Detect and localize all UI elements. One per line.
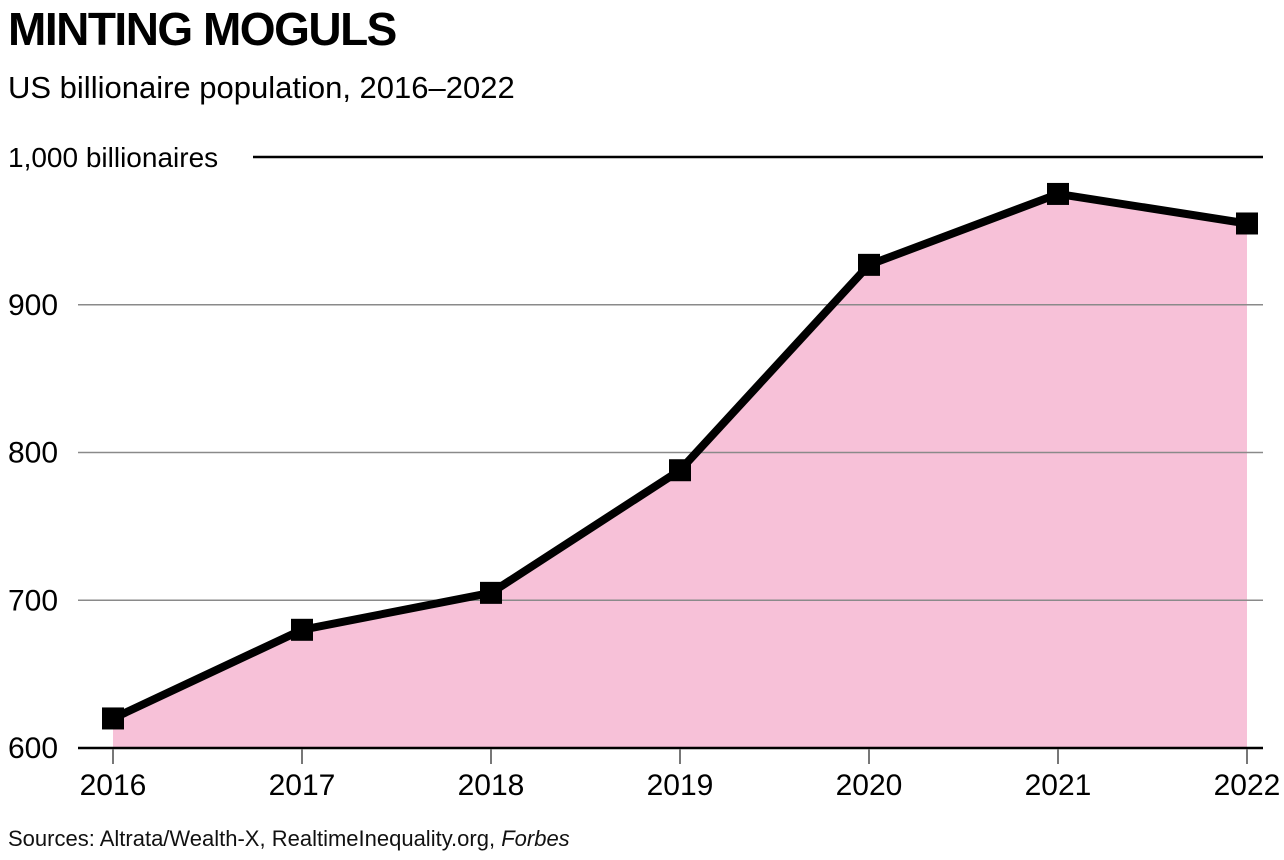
x-tick-label-2016: 2016 [80, 769, 147, 802]
chart-subtitle: US billionaire population, 2016–2022 [8, 70, 515, 105]
y-tick-label-600: 600 [8, 732, 58, 765]
data-point-2020 [858, 253, 880, 276]
y-tick-label-800: 800 [8, 437, 58, 470]
y-tick-label-1000: 1,000 billionaires [8, 142, 218, 173]
x-tick-label-2020: 2020 [836, 769, 903, 802]
x-tick-label-2021: 2021 [1025, 769, 1092, 802]
x-tick-label-2017: 2017 [269, 769, 336, 802]
source-text-italic: Forbes [501, 826, 570, 851]
y-tick-label-700: 700 [8, 584, 58, 617]
source-note: Sources: Altrata/Wealth-X, RealtimeInequ… [8, 826, 570, 852]
x-tick-label-2019: 2019 [647, 769, 714, 802]
y-tick-label-900: 900 [8, 289, 58, 322]
data-point-2022 [1236, 212, 1258, 235]
chart-title: MINTING MOGULS [8, 3, 397, 55]
data-point-2016 [102, 707, 124, 730]
x-tick-label-2022: 2022 [1214, 769, 1281, 802]
data-point-2019 [669, 459, 691, 482]
data-point-2021 [1047, 182, 1069, 205]
source-text: Sources: Altrata/Wealth-X, RealtimeInequ… [8, 826, 502, 851]
data-point-2018 [480, 581, 502, 604]
x-tick-label-2018: 2018 [458, 769, 525, 802]
data-point-2017 [291, 618, 313, 641]
